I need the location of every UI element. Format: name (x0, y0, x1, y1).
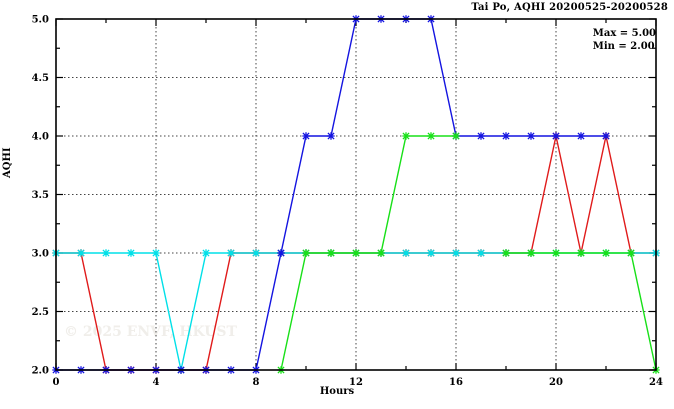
grid-lines (56, 19, 656, 370)
data-point (427, 132, 435, 140)
legend-entry-min: Min = 2.00 (592, 41, 655, 52)
data-point (127, 249, 135, 257)
data-point (577, 132, 585, 140)
data-point (152, 249, 160, 257)
x-tick-label: 24 (649, 377, 663, 388)
data-point (202, 249, 210, 257)
data-point (402, 132, 410, 140)
x-tick-label: 4 (153, 377, 160, 388)
y-tick-label: 4.0 (32, 132, 49, 143)
data-point (577, 249, 585, 257)
series-day3 (52, 15, 610, 374)
data-point (552, 249, 560, 257)
y-tick-label: 3.5 (32, 190, 49, 201)
axis-tick-labels: 2.0 2.5 3.0 3.5 4.0 4.5 5.0 0 4 8 12 16 20 24 (32, 15, 663, 389)
y-tick-label: 2.5 (32, 307, 49, 318)
y-tick-label: 4.5 (32, 73, 49, 84)
x-tick-label: 16 (449, 377, 463, 388)
legend: Max = 5.00 Min = 2.00 (593, 27, 656, 53)
data-point (477, 132, 485, 140)
data-point (602, 249, 610, 257)
x-tick-label: 20 (549, 377, 563, 388)
data-point (327, 249, 335, 257)
data-point (352, 249, 360, 257)
data-point (427, 249, 435, 257)
data-point (502, 249, 510, 257)
data-point (477, 249, 485, 257)
y-tick-label: 2.0 (32, 366, 49, 377)
data-point (277, 249, 285, 257)
x-tick-label: 0 (53, 377, 60, 388)
data-point (452, 132, 460, 140)
data-point (552, 132, 560, 140)
x-tick-label: 12 (349, 377, 363, 388)
x-axis-label: Hours (319, 386, 355, 397)
data-point (327, 132, 335, 140)
data-point (102, 249, 110, 257)
chart-title: Tai Po, AQHI 20200525-20200528 (471, 2, 668, 13)
watermark: © 2025 ENVF, HKUST (64, 324, 237, 340)
y-tick-label: 3.0 (32, 249, 49, 260)
axis-frame (55, 18, 657, 371)
data-point (527, 249, 535, 257)
data-point (302, 249, 310, 257)
data-point (377, 249, 385, 257)
data-point (502, 132, 510, 140)
y-tick-label: 5.0 (32, 15, 49, 26)
x-tick-label: 8 (253, 377, 260, 388)
data-point (527, 132, 535, 140)
data-point (227, 249, 235, 257)
data-point (602, 132, 610, 140)
data-point (252, 249, 260, 257)
data-point (402, 249, 410, 257)
series-day4 (277, 132, 660, 374)
data-point (627, 249, 635, 257)
data-point (77, 249, 85, 257)
legend-entry-max: Max = 5.00 (592, 28, 656, 39)
data-point (302, 132, 310, 140)
data-point (452, 249, 460, 257)
